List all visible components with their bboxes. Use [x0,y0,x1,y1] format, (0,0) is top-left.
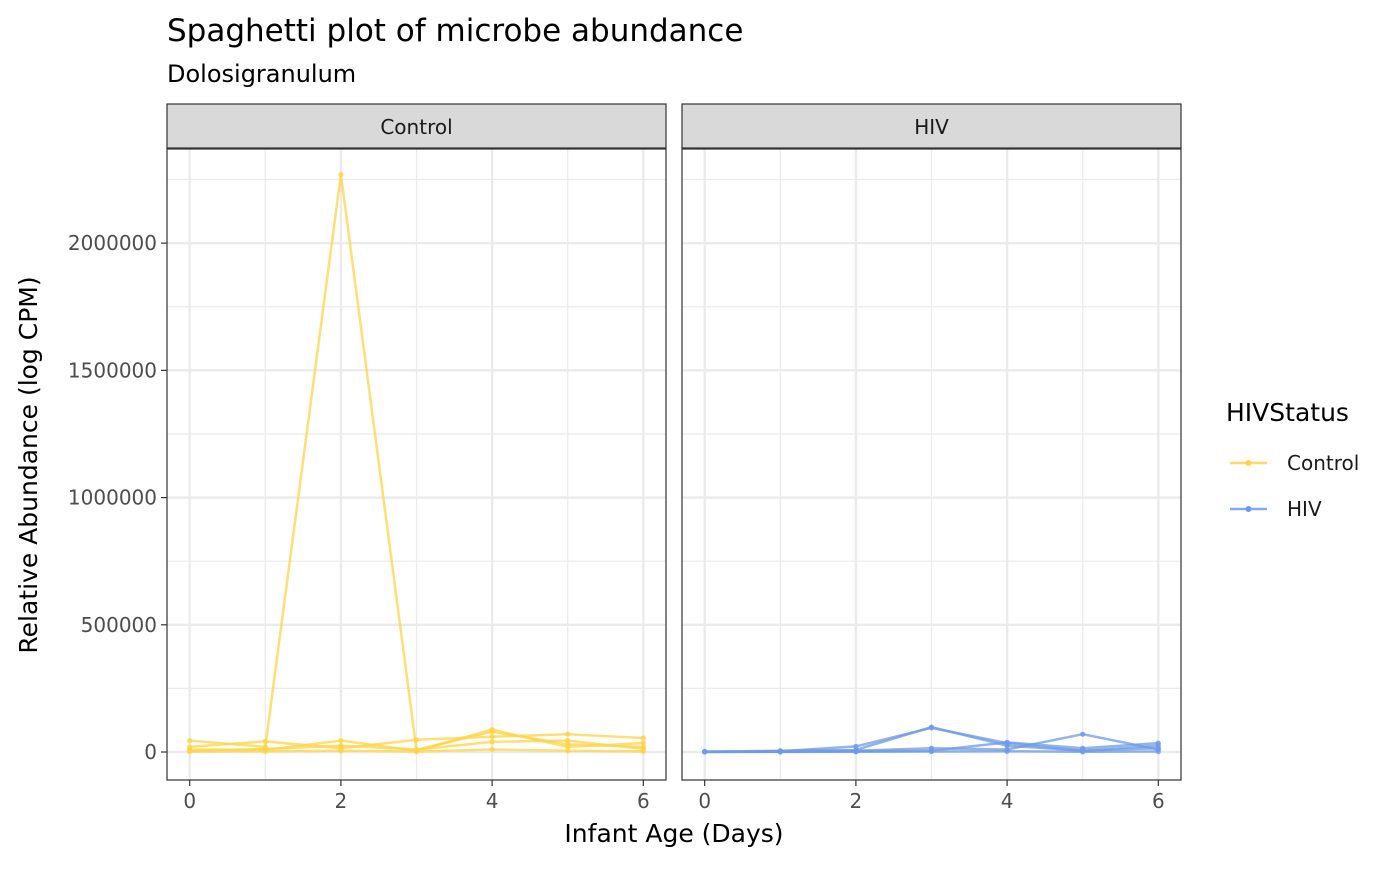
data-point [338,171,344,178]
legend-label-hiv: HIV [1287,497,1322,521]
y-axis-label: Relative Abundance (log CPM) [14,276,43,653]
data-point [1004,739,1010,745]
series-lines-control [187,171,646,755]
x-axes: 0 2 4 6 0 2 4 6 [183,780,1165,813]
data-point [187,737,193,744]
chart-subtitle: Dolosigranulum [167,60,356,88]
facet-panel-control: Control [166,103,667,781]
x-tick-label: 0 [183,789,196,813]
legend-entry-hiv: HIV [1230,497,1322,521]
data-point [1080,731,1086,737]
data-point [640,748,646,754]
series-lines-hiv [702,724,1161,755]
panel-border-hiv [681,148,1182,781]
legend-key-point-hiv [1245,506,1252,512]
data-point [1155,748,1161,755]
chart-title: Spaghetti plot of microbe abundance [167,13,743,49]
legend-title: HIVStatus [1226,398,1349,427]
y-axis: 0 500000 1000000 1500000 2000000 [68,231,167,764]
data-point [853,743,859,750]
data-point [489,746,495,753]
x-tick-label: 2 [335,789,348,813]
data-point [928,725,935,731]
data-point [565,731,571,737]
facet-strip-control [166,103,667,149]
data-point [702,749,708,755]
y-tick-label: 0 [144,740,157,764]
data-point [489,734,495,740]
x-tick-label: 6 [637,789,650,813]
data-point [565,737,571,744]
x-tick-label: 4 [486,789,499,813]
facet-panel-hiv: HIV [681,103,1182,781]
data-point [187,748,193,755]
data-point [1004,748,1010,754]
x-tick-label: 6 [1152,789,1165,813]
y-tick-label: 2000000 [68,231,157,255]
data-point [565,748,571,754]
data-point [413,737,420,743]
facet-label-hiv: HIV [914,115,949,139]
data-point [338,748,344,754]
x-axis-label: Infant Age (Days) [564,819,783,848]
data-point [640,735,646,741]
data-point [640,740,646,746]
data-point [853,749,859,755]
data-point [777,749,783,755]
panel-border-control [166,148,667,781]
data-point [338,737,344,744]
data-point [565,744,571,750]
data-point [1080,749,1086,755]
facet-label-control: Control [380,115,452,139]
data-point [262,738,268,744]
data-point [1155,740,1161,746]
x-tick-label: 0 [698,789,711,813]
legend-key-point-control [1245,460,1252,466]
legend-label-control: Control [1287,451,1359,475]
data-point [489,739,495,745]
x-tick-label: 2 [850,789,863,813]
y-tick-label: 1000000 [68,486,157,510]
data-point [489,727,495,733]
legend: HIVStatus Control HIV [1226,398,1359,521]
data-point [262,748,268,754]
y-tick-label: 1500000 [68,358,157,382]
data-point [1080,745,1086,751]
x-tick-label: 4 [1001,789,1014,813]
y-tick-label: 500000 [81,613,157,637]
legend-entry-control: Control [1230,451,1359,475]
gridlines-control [167,149,666,780]
data-point [338,743,344,749]
facet-strip-hiv [681,103,1182,149]
data-point [413,748,420,755]
data-point [928,748,935,755]
